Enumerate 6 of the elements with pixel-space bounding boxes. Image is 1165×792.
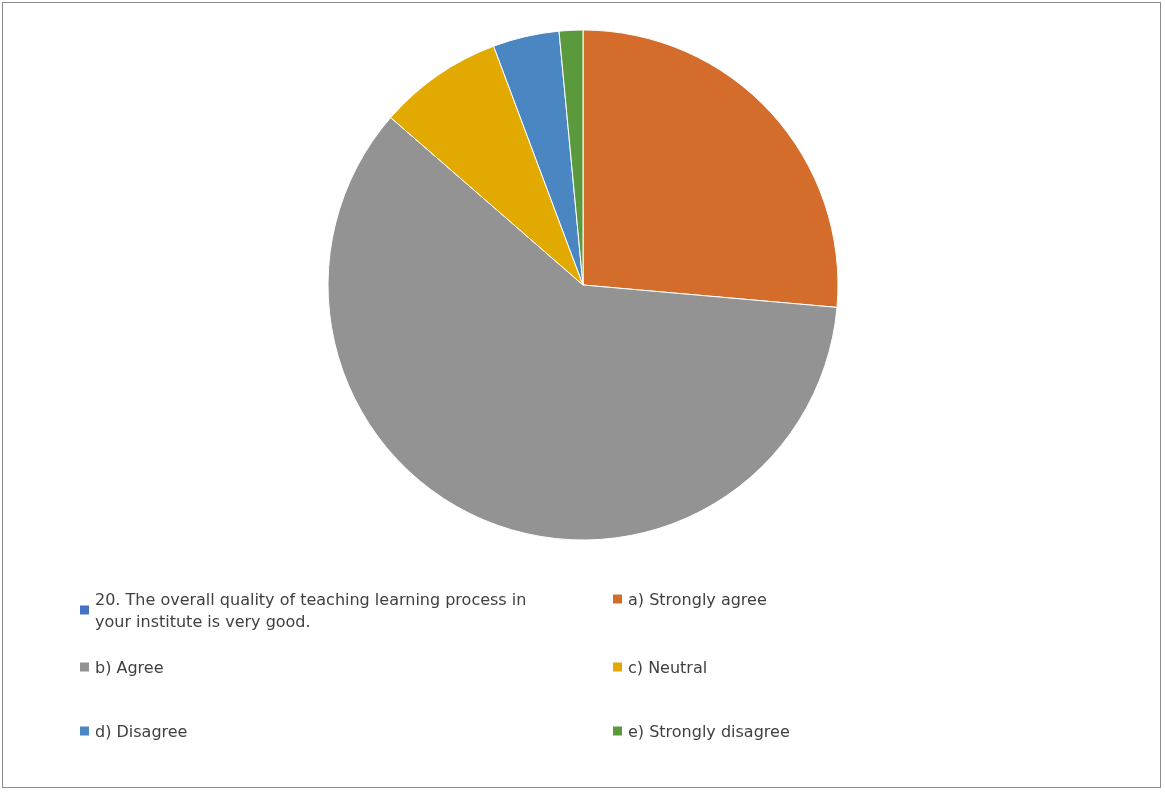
legend-label: 20. The overall quality of teaching learning process in your institute is very good. [95, 589, 532, 631]
legend-label: e) Strongly disagree [628, 721, 790, 741]
legend-label: a) Strongly agree [628, 589, 767, 609]
legend-label: c) Neutral [628, 657, 708, 677]
legend-label: b) Agree [95, 657, 164, 677]
legend-label: d) Disagree [95, 721, 188, 741]
